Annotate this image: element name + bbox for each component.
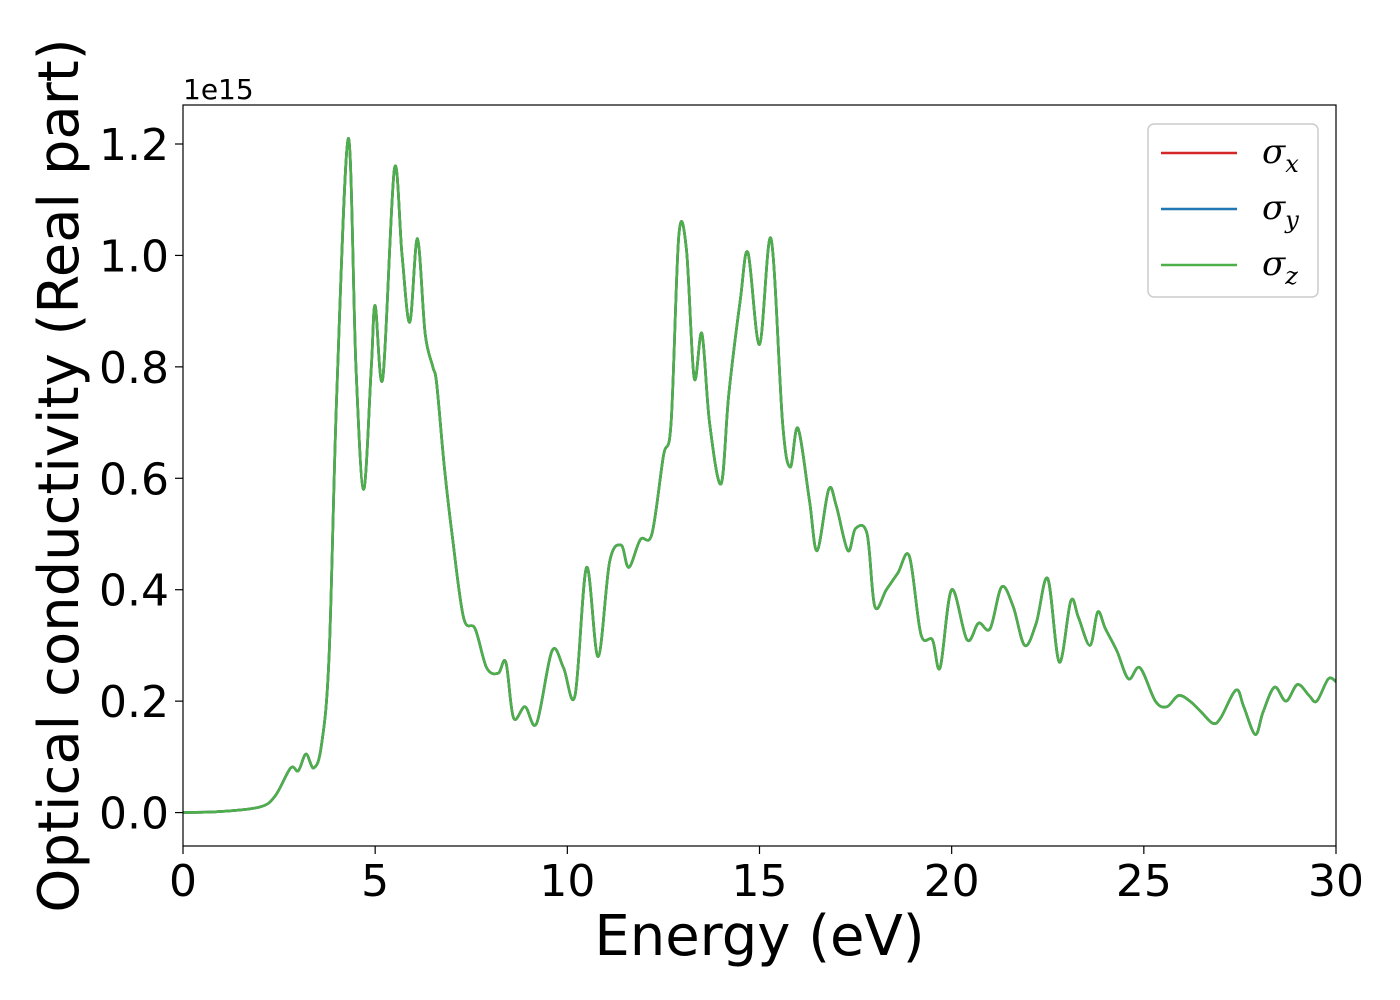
y-axis-ticks: 0.0 0.2 0.4 0.6 0.8 1.0 1.2 (99, 120, 183, 840)
y-tick-label: 0.4 (99, 566, 169, 617)
legend-subscript: z (1284, 262, 1298, 290)
x-tick-label: 15 (732, 856, 788, 907)
series-layer (182, 137, 1337, 814)
x-axis-label: Energy (eV) (594, 904, 924, 969)
series-line-3 (182, 137, 1337, 814)
y-tick-label: 1.0 (99, 231, 169, 282)
x-tick-label: 10 (539, 856, 595, 907)
y-tick-label: 0.6 (99, 454, 169, 505)
legend-subscript: y (1284, 206, 1299, 234)
y-axis-label: Optical conductivity (Real part) (27, 38, 92, 912)
y-tick-label: 1.2 (99, 120, 169, 171)
x-tick-label: 0 (169, 856, 197, 907)
legend-box (1147, 123, 1319, 298)
y-tick-label: 0.0 (99, 789, 169, 840)
x-tick-label: 20 (924, 856, 980, 907)
legend-subscript: x (1285, 150, 1299, 178)
x-tick-label: 25 (1116, 856, 1172, 907)
y-offset-label: 1e15 (183, 73, 254, 106)
y-tick-label: 0.8 (99, 343, 169, 394)
y-tick-label: 0.2 (99, 677, 169, 728)
x-tick-label: 30 (1308, 856, 1364, 907)
x-tick-label: 5 (361, 856, 389, 907)
x-axis-ticks: 0 5 10 15 20 25 30 (169, 846, 1364, 907)
plot-background (183, 105, 1336, 846)
